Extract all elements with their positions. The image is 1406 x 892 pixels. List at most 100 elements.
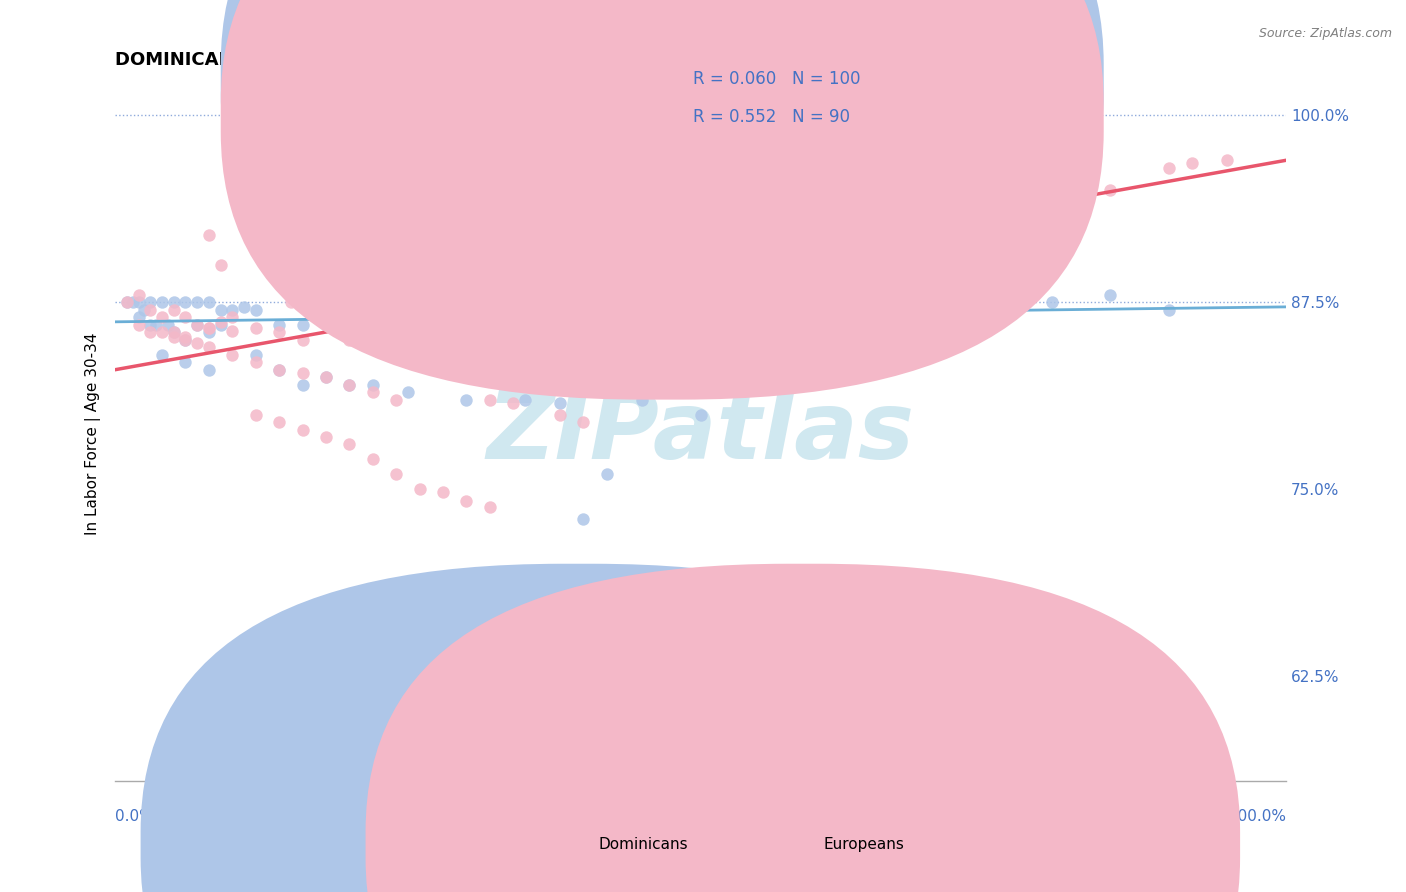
- Point: [807, 326, 830, 340]
- Point: [456, 288, 478, 302]
- Point: [186, 318, 208, 332]
- Point: [478, 500, 501, 515]
- Point: [396, 385, 419, 400]
- Point: [291, 366, 314, 380]
- Point: [337, 198, 360, 212]
- Text: 0.0%: 0.0%: [115, 809, 153, 824]
- Text: R = 0.060   N = 100: R = 0.060 N = 100: [693, 70, 860, 87]
- Point: [115, 295, 138, 310]
- Point: [245, 302, 267, 317]
- Text: 100.0%: 100.0%: [1227, 809, 1286, 824]
- Point: [221, 168, 243, 182]
- Point: [631, 392, 654, 407]
- Point: [269, 326, 291, 340]
- Point: [174, 333, 197, 347]
- Point: [456, 392, 478, 407]
- Point: [269, 318, 291, 332]
- Point: [456, 302, 478, 317]
- Point: [408, 483, 430, 497]
- Point: [337, 310, 360, 325]
- Point: [361, 306, 384, 320]
- Point: [385, 467, 408, 482]
- Point: [1040, 295, 1063, 310]
- Point: [128, 288, 150, 302]
- Point: [361, 318, 384, 332]
- Point: [361, 302, 384, 317]
- Point: [361, 452, 384, 467]
- Point: [134, 302, 156, 317]
- Point: [572, 415, 595, 429]
- Point: [783, 344, 806, 359]
- Point: [198, 321, 221, 335]
- Point: [1216, 153, 1239, 168]
- Point: [1157, 302, 1180, 317]
- Point: [830, 335, 852, 350]
- Point: [145, 318, 167, 332]
- Point: [150, 326, 173, 340]
- Point: [924, 340, 946, 354]
- Point: [315, 430, 337, 444]
- Point: [759, 348, 782, 362]
- Point: [150, 295, 173, 310]
- Point: [291, 423, 314, 437]
- Point: [315, 370, 337, 384]
- Point: [513, 302, 536, 317]
- Point: [596, 575, 619, 590]
- Point: [245, 321, 267, 335]
- Point: [174, 310, 197, 325]
- Point: [115, 295, 138, 310]
- Point: [689, 333, 711, 347]
- Point: [245, 355, 267, 369]
- Point: [396, 295, 419, 310]
- Point: [174, 355, 197, 369]
- Point: [280, 295, 302, 310]
- Point: [924, 228, 946, 243]
- Point: [150, 348, 173, 362]
- Point: [807, 330, 830, 344]
- Point: [1099, 288, 1122, 302]
- Point: [163, 330, 186, 344]
- Point: [198, 326, 221, 340]
- Point: [280, 258, 302, 272]
- Point: [245, 348, 267, 362]
- Point: [513, 295, 536, 310]
- Point: [315, 288, 337, 302]
- Point: [156, 318, 179, 332]
- Point: [478, 321, 501, 335]
- Point: [432, 318, 454, 332]
- Point: [174, 330, 197, 344]
- Point: [269, 362, 291, 376]
- Point: [643, 321, 665, 335]
- Point: [361, 385, 384, 400]
- Point: [619, 330, 641, 344]
- Point: [209, 258, 232, 272]
- Point: [596, 335, 619, 350]
- Point: [269, 213, 291, 227]
- Point: [139, 326, 162, 340]
- Point: [478, 333, 501, 347]
- Point: [361, 295, 384, 310]
- Text: DOMINICAN VS EUROPEAN IN LABOR FORCE | AGE 30-34 CORRELATION CHART: DOMINICAN VS EUROPEAN IN LABOR FORCE | A…: [115, 51, 903, 69]
- Point: [233, 300, 256, 314]
- Point: [337, 377, 360, 392]
- Point: [1099, 183, 1122, 197]
- Point: [385, 326, 408, 340]
- Point: [139, 318, 162, 332]
- Point: [163, 326, 186, 340]
- Point: [315, 243, 337, 257]
- Point: [245, 198, 267, 212]
- Point: [689, 408, 711, 422]
- Point: [713, 335, 735, 350]
- Point: [877, 333, 900, 347]
- Point: [221, 310, 243, 325]
- Point: [643, 324, 665, 338]
- Point: [163, 295, 186, 310]
- Point: [221, 348, 243, 362]
- Point: [572, 512, 595, 526]
- Point: [1181, 156, 1204, 170]
- Point: [198, 340, 221, 354]
- Point: [221, 324, 243, 338]
- Point: [291, 377, 314, 392]
- Point: [315, 302, 337, 317]
- Point: [737, 340, 759, 354]
